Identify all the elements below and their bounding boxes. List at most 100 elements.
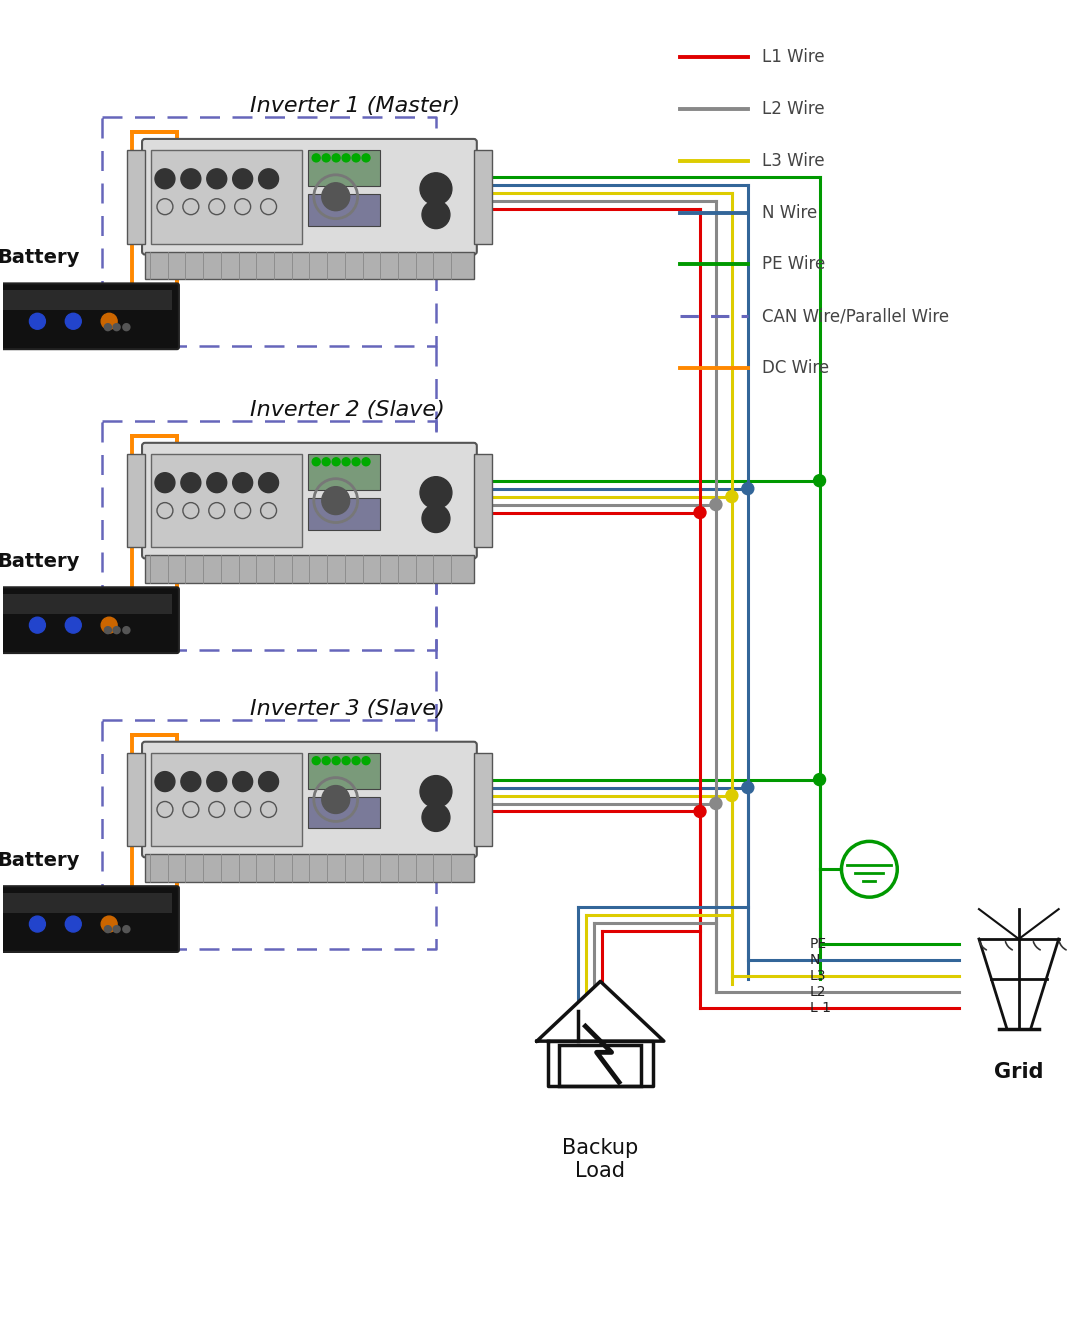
Bar [474,454,492,548]
Text: CAN Wire/Parallel Wire: CAN Wire/Parallel Wire [762,307,949,325]
Bar [474,150,492,243]
Circle shape [155,772,175,791]
FancyBboxPatch shape [142,139,476,255]
Circle shape [353,458,360,466]
FancyBboxPatch shape [0,283,179,349]
Circle shape [313,458,320,466]
FancyBboxPatch shape [0,588,179,653]
Bar [308,150,379,186]
Circle shape [322,458,330,466]
Circle shape [725,490,737,502]
Text: Backup
Load: Backup Load [563,1138,638,1181]
Circle shape [66,916,81,933]
Text: N: N [810,953,820,967]
Bar [559,1045,641,1086]
Circle shape [421,505,450,533]
Text: ●●●: ●●● [102,925,132,934]
Circle shape [321,786,349,814]
Circle shape [332,458,340,466]
Circle shape [332,756,340,764]
Circle shape [322,756,330,764]
Bar [146,854,474,882]
Text: PE: PE [810,937,827,951]
Bar [127,150,146,243]
Text: PE Wire: PE Wire [762,255,825,274]
Circle shape [101,617,118,633]
Circle shape [420,172,452,204]
Circle shape [181,473,201,493]
Circle shape [694,806,706,818]
Text: L2 Wire: L2 Wire [762,100,825,118]
Text: L2: L2 [810,985,826,999]
Text: L 1: L 1 [810,1001,830,1015]
Circle shape [233,473,252,493]
Bar [308,796,379,828]
FancyBboxPatch shape [142,741,476,858]
Bar [308,194,379,226]
Bar [151,454,302,548]
Circle shape [342,154,350,162]
Circle shape [694,506,706,518]
Circle shape [155,473,175,493]
Circle shape [814,474,826,486]
FancyBboxPatch shape [0,886,179,953]
Circle shape [342,756,350,764]
Bar [127,752,146,846]
Bar [308,454,379,490]
Text: Inverter 1 (Master): Inverter 1 (Master) [250,96,459,116]
Circle shape [259,473,278,493]
Bar [146,251,474,279]
Bar [2,290,171,310]
Circle shape [66,314,81,329]
Circle shape [259,772,278,791]
FancyBboxPatch shape [142,442,476,558]
Circle shape [362,458,370,466]
Text: Grid: Grid [994,1062,1044,1082]
Circle shape [29,916,45,933]
Circle shape [101,314,118,329]
Circle shape [313,756,320,764]
Text: L3 Wire: L3 Wire [762,152,825,170]
Circle shape [322,154,330,162]
Text: Battery: Battery [0,248,80,267]
Text: Inverter 3 (Slave): Inverter 3 (Slave) [250,699,444,719]
Text: L3: L3 [810,969,826,983]
Text: DC Wire: DC Wire [762,359,829,377]
Circle shape [332,154,340,162]
Circle shape [421,200,450,228]
Circle shape [321,183,349,211]
Circle shape [66,617,81,633]
Circle shape [207,473,226,493]
Circle shape [29,617,45,633]
Circle shape [710,798,722,810]
Circle shape [725,790,737,802]
Circle shape [362,154,370,162]
Text: ●●●: ●●● [102,625,132,635]
Bar [151,752,302,846]
Text: ●●●: ●●● [102,321,132,331]
Circle shape [420,477,452,509]
Circle shape [233,168,252,188]
Circle shape [207,772,226,791]
Polygon shape [548,1041,652,1086]
Circle shape [207,168,226,188]
Text: N Wire: N Wire [762,203,817,222]
Bar [151,150,302,243]
Circle shape [313,154,320,162]
Circle shape [814,774,826,786]
Text: Battery: Battery [0,552,80,572]
Circle shape [155,168,175,188]
Circle shape [181,168,201,188]
Bar [2,595,171,615]
Circle shape [259,168,278,188]
Circle shape [421,803,450,831]
Bar [2,894,171,912]
Circle shape [362,756,370,764]
Circle shape [742,782,754,794]
Bar [308,497,379,529]
Circle shape [353,154,360,162]
Circle shape [742,482,754,494]
Circle shape [321,486,349,514]
Bar [474,752,492,846]
Circle shape [101,916,118,933]
